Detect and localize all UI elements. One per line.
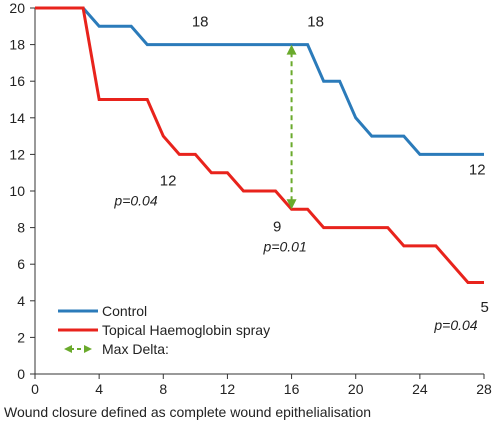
- series-line-topical-haemoglobin-spray: [35, 6, 484, 284]
- y-tick-label: 14: [9, 110, 25, 126]
- max-delta-arrowhead-up: [286, 44, 297, 55]
- max-delta-arrowhead-down: [286, 199, 297, 210]
- y-tick-label: 20: [9, 0, 25, 16]
- legend: Control Topical Haemoglobin spray Max Delt…: [58, 303, 270, 357]
- y-tick-label: 2: [17, 329, 25, 345]
- x-tick-label: 12: [220, 381, 236, 397]
- y-tick-label: 8: [17, 220, 25, 236]
- y-tick-label: 10: [9, 183, 25, 199]
- legend-label: Max Delta:: [102, 341, 169, 357]
- series-line-control: [35, 6, 484, 156]
- value-label: 18: [307, 13, 324, 30]
- y-tick-label: 18: [9, 37, 25, 53]
- p-value-label: p=0.01: [263, 238, 307, 254]
- x-tick-label: 28: [476, 381, 492, 397]
- p-value-label: p=0.04: [113, 193, 157, 209]
- x-tick-label: 20: [348, 381, 364, 397]
- x-tick-label: 4: [95, 381, 103, 397]
- p-value-label: p=0.04: [433, 317, 477, 333]
- y-tick-label: 0: [17, 366, 25, 382]
- y-tick-label: 16: [9, 73, 25, 89]
- value-label: 9: [273, 218, 281, 235]
- legend-label: Control: [102, 303, 147, 319]
- value-label: 5: [480, 299, 488, 316]
- value-label: 12: [469, 162, 486, 179]
- x-tick-label: 0: [31, 381, 39, 397]
- y-axis-ticks: 0 2 4 6 8 10 12 14 16 18 20: [9, 0, 35, 382]
- max-delta-layer: [286, 44, 297, 210]
- x-tick-label: 8: [159, 381, 167, 397]
- x-tick-label: 24: [412, 381, 428, 397]
- y-tick-label: 12: [9, 146, 25, 162]
- value-label: 18: [192, 13, 209, 30]
- legend-label: Topical Haemoglobin spray: [102, 322, 270, 338]
- y-tick-label: 4: [17, 293, 25, 309]
- x-axis-label: Wound closure defined as complete wound …: [4, 404, 371, 420]
- series-layer: [35, 6, 484, 284]
- legend-delta-arrow-right: [84, 345, 92, 353]
- x-axis-ticks: 0 4 8 12 16 20 24 28: [31, 374, 492, 397]
- y-tick-label: 6: [17, 256, 25, 272]
- value-label: 12: [160, 173, 177, 190]
- x-tick-label: 16: [284, 381, 300, 397]
- legend-delta-arrow-left: [64, 345, 72, 353]
